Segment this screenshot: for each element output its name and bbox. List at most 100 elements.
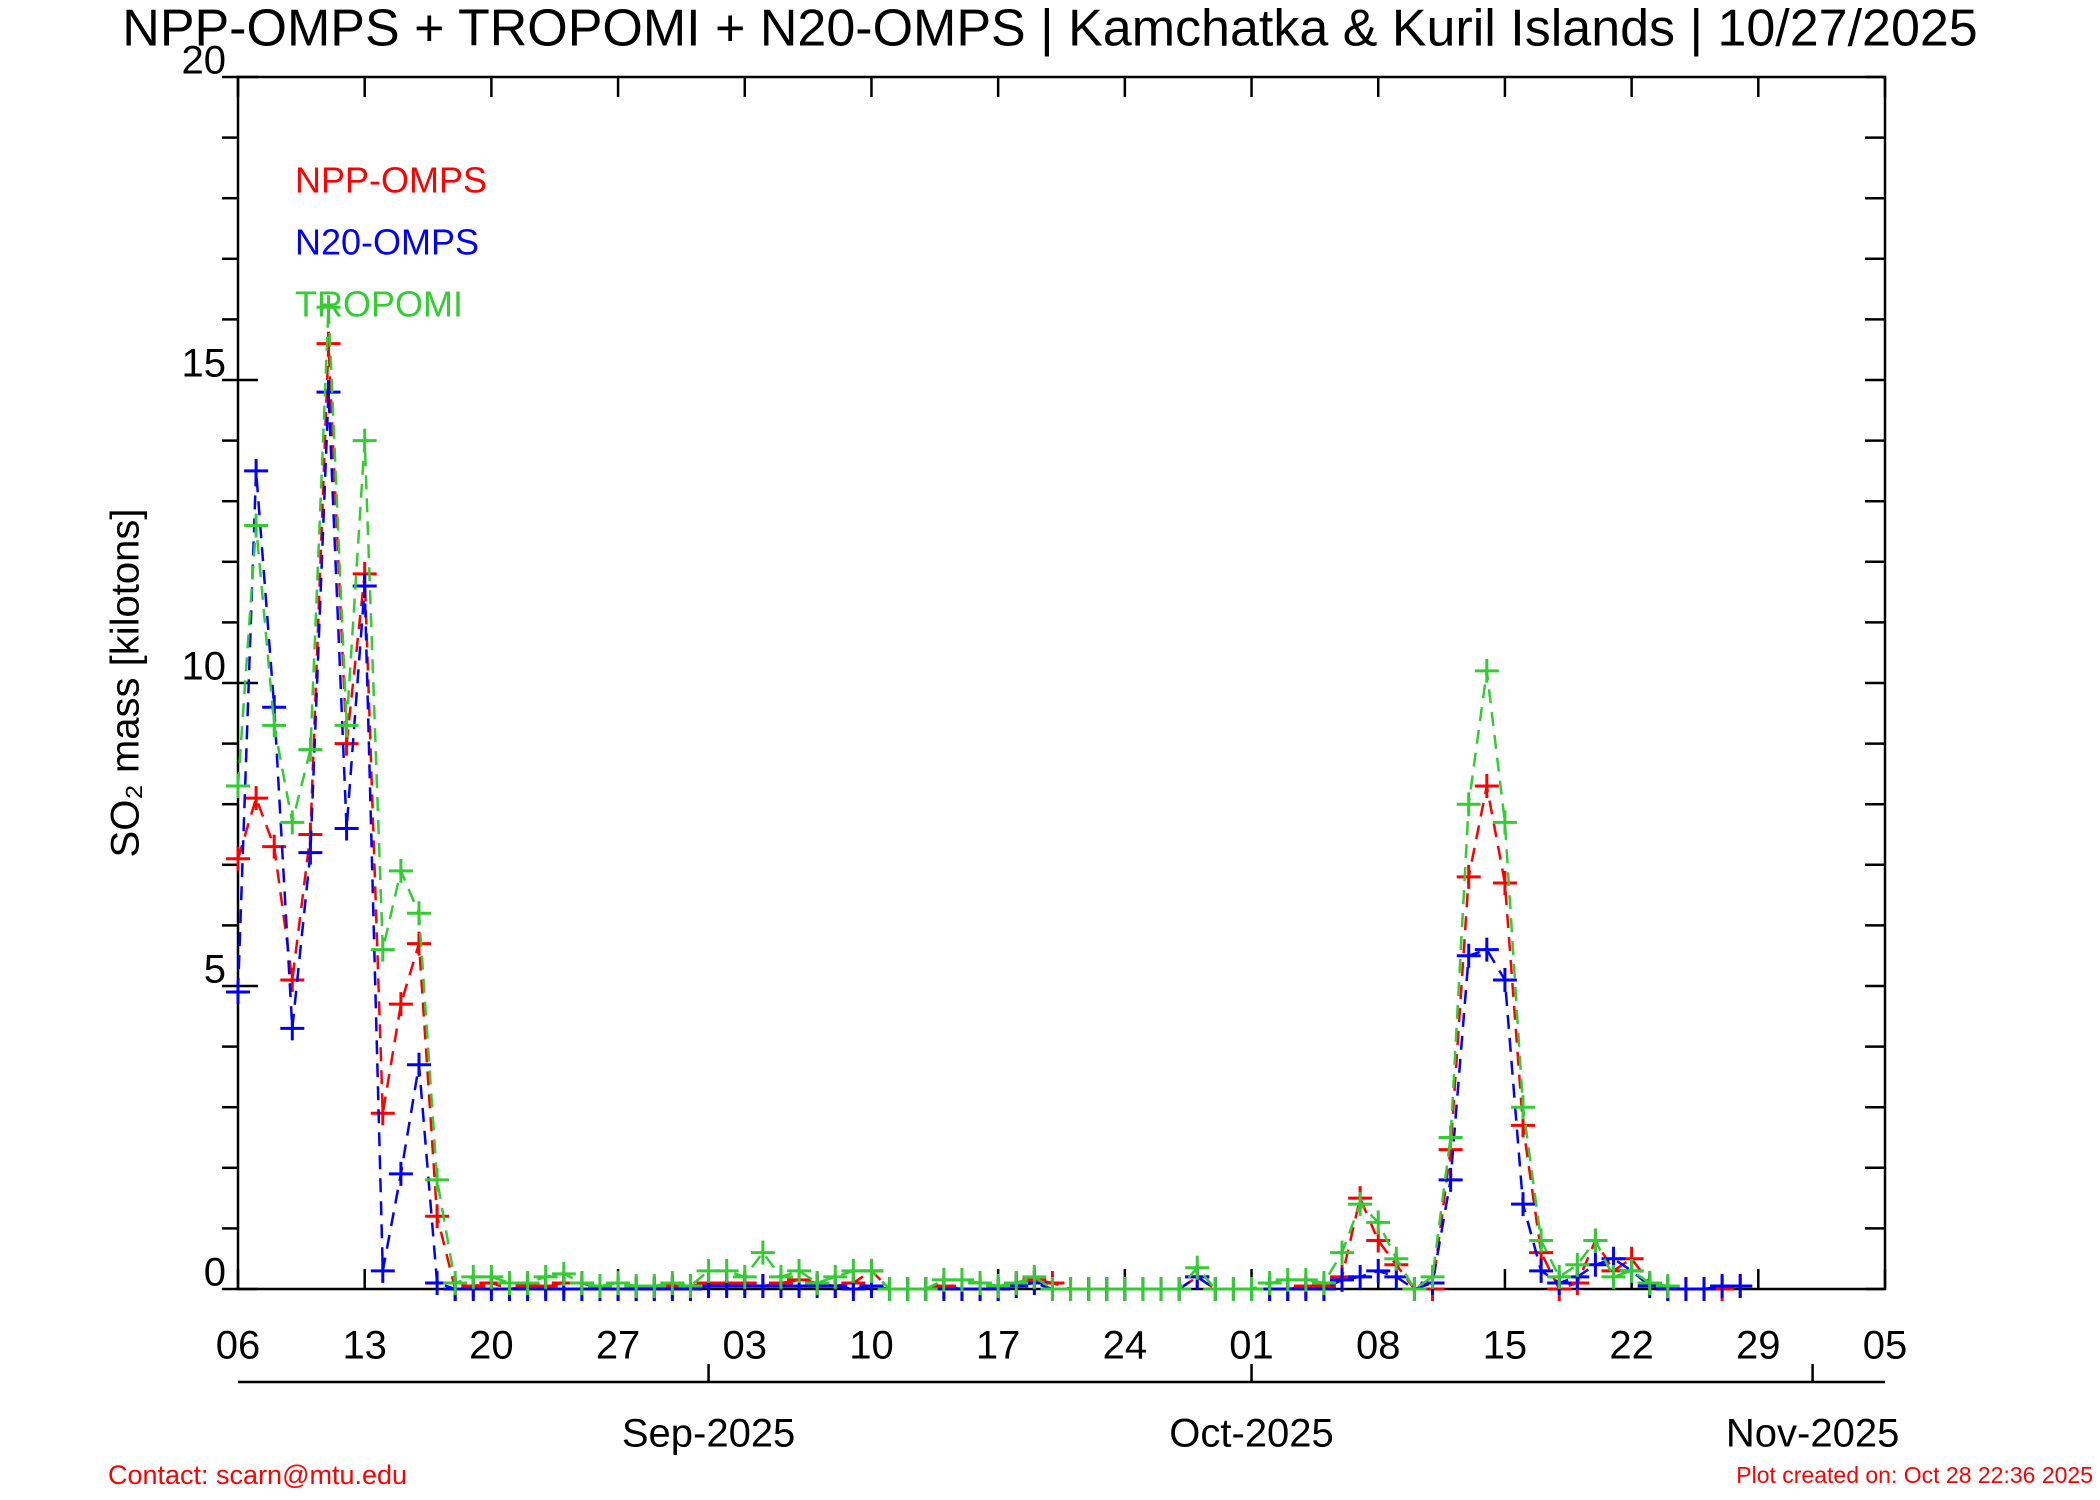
data-marker — [280, 1016, 305, 1041]
data-marker — [1456, 864, 1481, 889]
data-marker — [1456, 792, 1481, 817]
data-marker — [551, 1261, 576, 1286]
data-marker — [443, 1270, 468, 1295]
data-marker — [298, 737, 323, 762]
data-marker — [280, 810, 305, 835]
data-marker — [1728, 1273, 1753, 1298]
data-marker — [352, 428, 377, 453]
data-marker — [968, 1270, 993, 1295]
created-note: Plot created on: Oct 28 22:36 2025 — [1736, 1462, 2093, 1488]
x-tick-label: 27 — [596, 1324, 641, 1368]
data-marker — [1583, 1228, 1608, 1253]
month-label: Sep-2025 — [622, 1412, 795, 1456]
data-marker — [1619, 1258, 1644, 1283]
data-marker — [226, 846, 250, 871]
month-label: Oct-2025 — [1169, 1412, 1334, 1456]
data-marker — [406, 901, 431, 926]
data-marker — [406, 931, 431, 956]
x-tick-label: 08 — [1356, 1324, 1401, 1368]
data-marker — [1529, 1258, 1554, 1283]
data-marker — [1366, 1210, 1391, 1235]
data-marker — [823, 1264, 848, 1289]
data-marker — [732, 1264, 757, 1289]
data-marker — [1348, 1264, 1373, 1289]
y-tick-label: 15 — [182, 342, 227, 386]
legend-entry: NPP-OMPS — [295, 160, 487, 201]
data-marker — [1692, 1277, 1717, 1301]
data-marker — [388, 858, 413, 883]
data-marker — [1655, 1273, 1680, 1298]
data-marker — [678, 1273, 703, 1298]
x-tick-label: 13 — [342, 1324, 387, 1368]
data-marker — [1167, 1277, 1192, 1301]
data-marker — [1330, 1240, 1355, 1265]
data-marker — [226, 980, 250, 1005]
x-tick-label: 06 — [216, 1324, 261, 1368]
data-marker — [1438, 1125, 1463, 1150]
data-marker — [298, 840, 323, 865]
data-marker — [388, 992, 413, 1017]
data-marker — [1637, 1270, 1662, 1295]
data-marker — [714, 1258, 739, 1283]
data-marker — [244, 458, 269, 483]
x-tick-label: 15 — [1483, 1324, 1528, 1368]
data-marker — [805, 1270, 830, 1295]
data-marker — [1384, 1246, 1409, 1271]
data-marker — [1511, 1192, 1536, 1217]
y-tick-label: 0 — [204, 1251, 226, 1295]
data-marker — [1456, 943, 1481, 968]
data-marker — [569, 1270, 594, 1295]
data-marker — [787, 1258, 812, 1283]
data-marker — [986, 1273, 1011, 1298]
data-marker — [1492, 967, 1517, 992]
series-line — [236, 392, 1741, 1291]
data-marker — [406, 1052, 431, 1077]
data-marker — [1492, 810, 1517, 835]
data-marker — [606, 1270, 631, 1295]
data-marker — [1547, 1264, 1572, 1289]
data-marker — [1239, 1277, 1264, 1301]
data-marker — [1004, 1270, 1029, 1295]
x-tick-label: 05 — [1863, 1324, 1908, 1368]
data-marker — [479, 1264, 504, 1289]
data-marker — [1438, 1167, 1463, 1192]
data-marker — [750, 1240, 775, 1265]
data-marker — [1511, 1095, 1536, 1120]
data-marker — [1366, 1258, 1391, 1283]
data-marker — [642, 1273, 667, 1298]
data-marker — [1257, 1270, 1282, 1295]
data-marker — [660, 1270, 685, 1295]
data-marker — [1474, 658, 1499, 683]
data-marker — [316, 295, 341, 320]
chart-title: NPP-OMPS + TROPOMI + N20-OMPS | Kamchatk… — [122, 0, 1977, 58]
x-tick-label: 22 — [1609, 1324, 1654, 1368]
data-marker — [370, 1258, 395, 1283]
data-marker — [1022, 1264, 1047, 1289]
contact: Contact: scarn@mtu.edu — [108, 1460, 407, 1490]
x-tick-label: 01 — [1229, 1324, 1274, 1368]
data-marker — [1420, 1264, 1445, 1289]
data-marker — [226, 774, 250, 799]
data-marker — [1474, 774, 1499, 799]
data-marker — [913, 1277, 938, 1301]
y-tick-label: 5 — [204, 948, 226, 992]
data-marker — [1293, 1267, 1318, 1292]
x-tick-label: 24 — [1103, 1324, 1148, 1368]
data-marker — [1330, 1267, 1355, 1292]
data-marker — [1185, 1255, 1210, 1280]
data-marker — [280, 967, 305, 992]
data-marker — [316, 380, 341, 405]
data-marker — [334, 713, 359, 738]
data-marker — [244, 786, 269, 811]
data-marker — [949, 1267, 974, 1292]
data-marker — [334, 816, 359, 841]
x-tick-label: 17 — [976, 1324, 1021, 1368]
data-marker — [1601, 1264, 1626, 1289]
data-marker — [370, 1101, 395, 1126]
data-marker — [425, 1167, 450, 1192]
data-marker — [1492, 870, 1517, 895]
data-marker — [1529, 1228, 1554, 1253]
legend-entry: TROPOMI — [295, 284, 463, 325]
